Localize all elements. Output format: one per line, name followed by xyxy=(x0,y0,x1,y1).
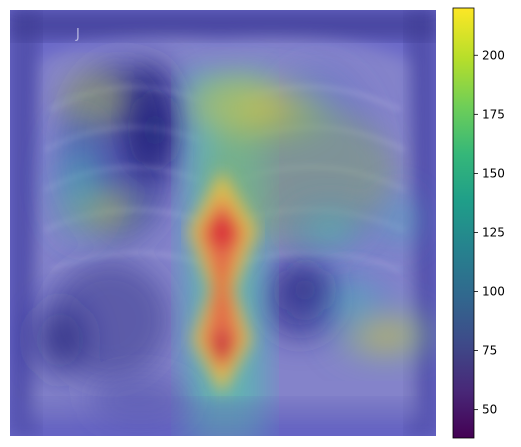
colorbar-tick-label: 150 xyxy=(482,166,505,180)
xray-heatmap-image: J xyxy=(10,10,450,440)
colorbar: 50 75 100 125 150 175 200 xyxy=(453,8,505,438)
colorbar-tick-label: 125 xyxy=(482,225,505,239)
colorbar-tick-label: 100 xyxy=(482,285,505,299)
colorbar-tick-label: 75 xyxy=(482,344,497,358)
colorbar-tick-label: 50 xyxy=(482,403,497,417)
colorbar-tick-label: 200 xyxy=(482,48,505,62)
xray-corner-marker: J xyxy=(75,27,80,42)
colorbar-ticks: 50 75 100 125 150 175 200 xyxy=(474,48,505,416)
colorbar-gradient xyxy=(453,8,474,438)
colorbar-tick-label: 175 xyxy=(482,107,505,121)
